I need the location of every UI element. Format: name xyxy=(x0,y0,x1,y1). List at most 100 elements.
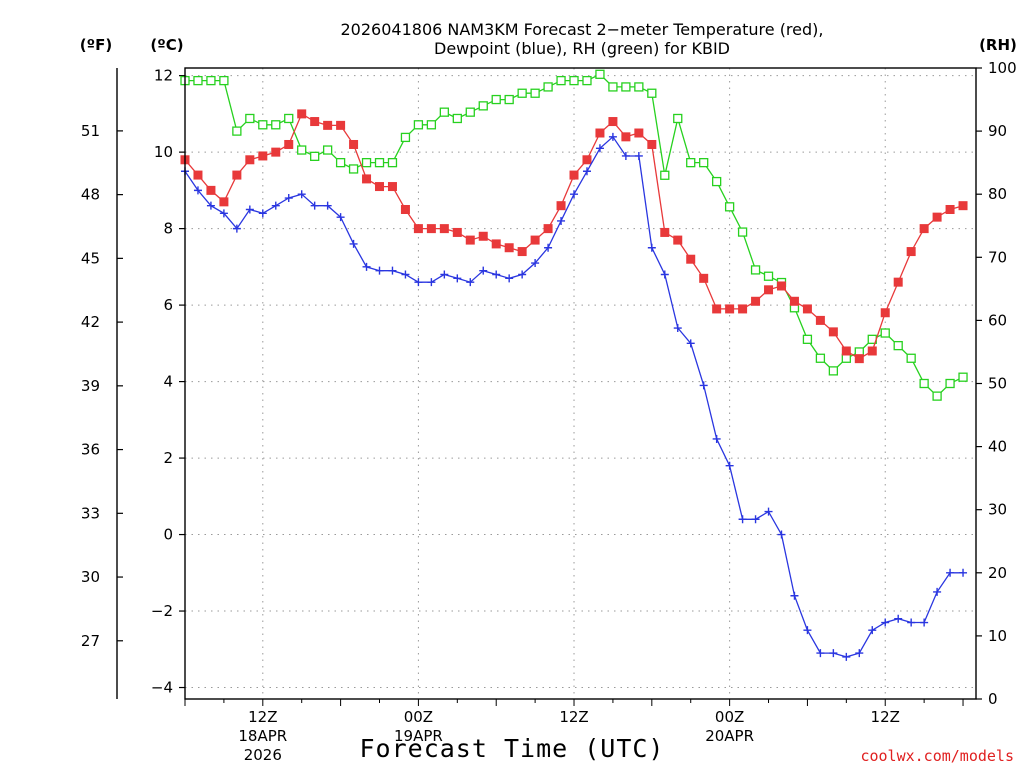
dewpoint-point xyxy=(271,201,280,210)
celsius-axis: −4 −2 0 2 4 6 8 10 12 xyxy=(151,67,185,697)
dewpoint-point xyxy=(842,652,851,661)
temperature-point xyxy=(595,128,605,138)
temperature-point xyxy=(465,235,475,245)
fahrenheit-tick-label: 45 xyxy=(81,249,100,267)
temperature-point xyxy=(439,224,449,234)
temperature-point xyxy=(245,155,255,165)
dewpoint-point xyxy=(531,259,540,268)
dewpoint-point xyxy=(219,209,228,218)
dewpoint-point xyxy=(725,461,734,470)
rh-point xyxy=(413,120,424,130)
fahrenheit-tick-label: 27 xyxy=(81,632,100,650)
temperature-point xyxy=(284,139,294,149)
rh-point xyxy=(763,271,774,281)
rh-point xyxy=(297,145,307,155)
fahrenheit-tick-label: 39 xyxy=(81,377,100,395)
rh-tick-label: 40 xyxy=(988,438,1007,456)
temperature-point xyxy=(569,170,579,180)
celsius-tick-label: 4 xyxy=(163,373,173,391)
temperature-point xyxy=(738,304,748,314)
temperature-point xyxy=(686,254,696,264)
dewpoint-point xyxy=(933,587,942,596)
rh-point xyxy=(543,82,553,92)
dewpoint-point xyxy=(907,618,916,627)
rh-point xyxy=(958,372,968,382)
rh-point xyxy=(699,157,709,168)
credit-link[interactable]: coolwx.com/models xyxy=(860,747,1014,765)
dewpoint-point xyxy=(868,626,877,635)
rh-point xyxy=(491,94,501,105)
dewpoint-point xyxy=(881,618,890,627)
time-tick-label: 00Z xyxy=(404,708,433,726)
temperature-point xyxy=(841,346,851,356)
temperature-point xyxy=(660,227,670,237)
rh-point xyxy=(517,88,527,98)
dewpoint-point xyxy=(284,194,293,203)
temperature-point xyxy=(297,109,307,119)
rh-point xyxy=(258,120,268,130)
dewpoint-point xyxy=(699,381,708,390)
temperature-point xyxy=(751,296,761,306)
rh-point xyxy=(750,265,761,275)
rh-point xyxy=(193,75,203,86)
rh-point xyxy=(465,107,475,117)
dewpoint-point xyxy=(816,649,825,658)
rh-point xyxy=(945,378,955,389)
rh-point xyxy=(893,340,903,351)
rh-point xyxy=(737,227,748,237)
temperature-point xyxy=(854,354,864,364)
temperature-point xyxy=(867,346,877,356)
fahrenheit-axis: 27 30 33 36 39 42 45 48 51 xyxy=(81,122,123,650)
rh-tick-label: 100 xyxy=(988,59,1017,77)
rh-point xyxy=(335,157,346,168)
rh-tick-label: 50 xyxy=(988,375,1007,393)
temperature-point xyxy=(958,201,968,211)
temperature-point xyxy=(673,235,683,245)
rh-point xyxy=(206,75,216,86)
dewpoint-point xyxy=(777,530,786,539)
rh-tick-label: 80 xyxy=(988,185,1007,203)
rh-point xyxy=(673,113,683,124)
dewpoint-point xyxy=(946,568,955,577)
dewpoint-point xyxy=(557,216,566,225)
rh-point xyxy=(660,170,670,180)
rh-point xyxy=(582,75,592,86)
dewpoint-point xyxy=(427,278,436,287)
dewpoint-point xyxy=(570,190,579,199)
rh-tick-label: 60 xyxy=(988,311,1007,329)
celsius-tick-label: 12 xyxy=(154,67,173,85)
temperature-point xyxy=(634,128,644,138)
date-tick-label: 20APR xyxy=(705,727,754,745)
temperature-point xyxy=(504,243,514,253)
temperature-point xyxy=(362,174,372,184)
dewpoint-point xyxy=(479,266,488,275)
dewpoint-point xyxy=(492,270,501,279)
rh-series xyxy=(180,69,968,401)
fahrenheit-tick-label: 51 xyxy=(81,122,100,140)
rh-tick-label: 20 xyxy=(988,564,1007,582)
dewpoint-point xyxy=(673,324,682,333)
temperature-point xyxy=(906,247,916,257)
fahrenheit-tick-label: 36 xyxy=(81,441,100,459)
dewpoint-point xyxy=(582,167,591,176)
rh-point xyxy=(621,82,631,92)
dewpoint-point xyxy=(336,213,345,222)
dewpoint-point xyxy=(790,591,799,600)
rh-point xyxy=(374,157,385,168)
rh-point xyxy=(271,120,281,130)
temperature-point xyxy=(802,304,812,314)
dewpoint-point xyxy=(349,239,358,248)
rh-point xyxy=(284,113,294,124)
temperature-point xyxy=(206,185,216,195)
rh-point xyxy=(426,120,437,130)
temperature-point xyxy=(517,247,527,257)
dewpoint-point xyxy=(323,201,332,210)
rh-point xyxy=(400,132,411,143)
dewpoint-point xyxy=(375,266,384,275)
temperature-point xyxy=(621,132,631,142)
series-layer xyxy=(180,69,968,661)
dewpoint-point xyxy=(920,618,929,627)
time-tick-label: 12Z xyxy=(248,708,277,726)
temperature-point xyxy=(582,155,592,165)
